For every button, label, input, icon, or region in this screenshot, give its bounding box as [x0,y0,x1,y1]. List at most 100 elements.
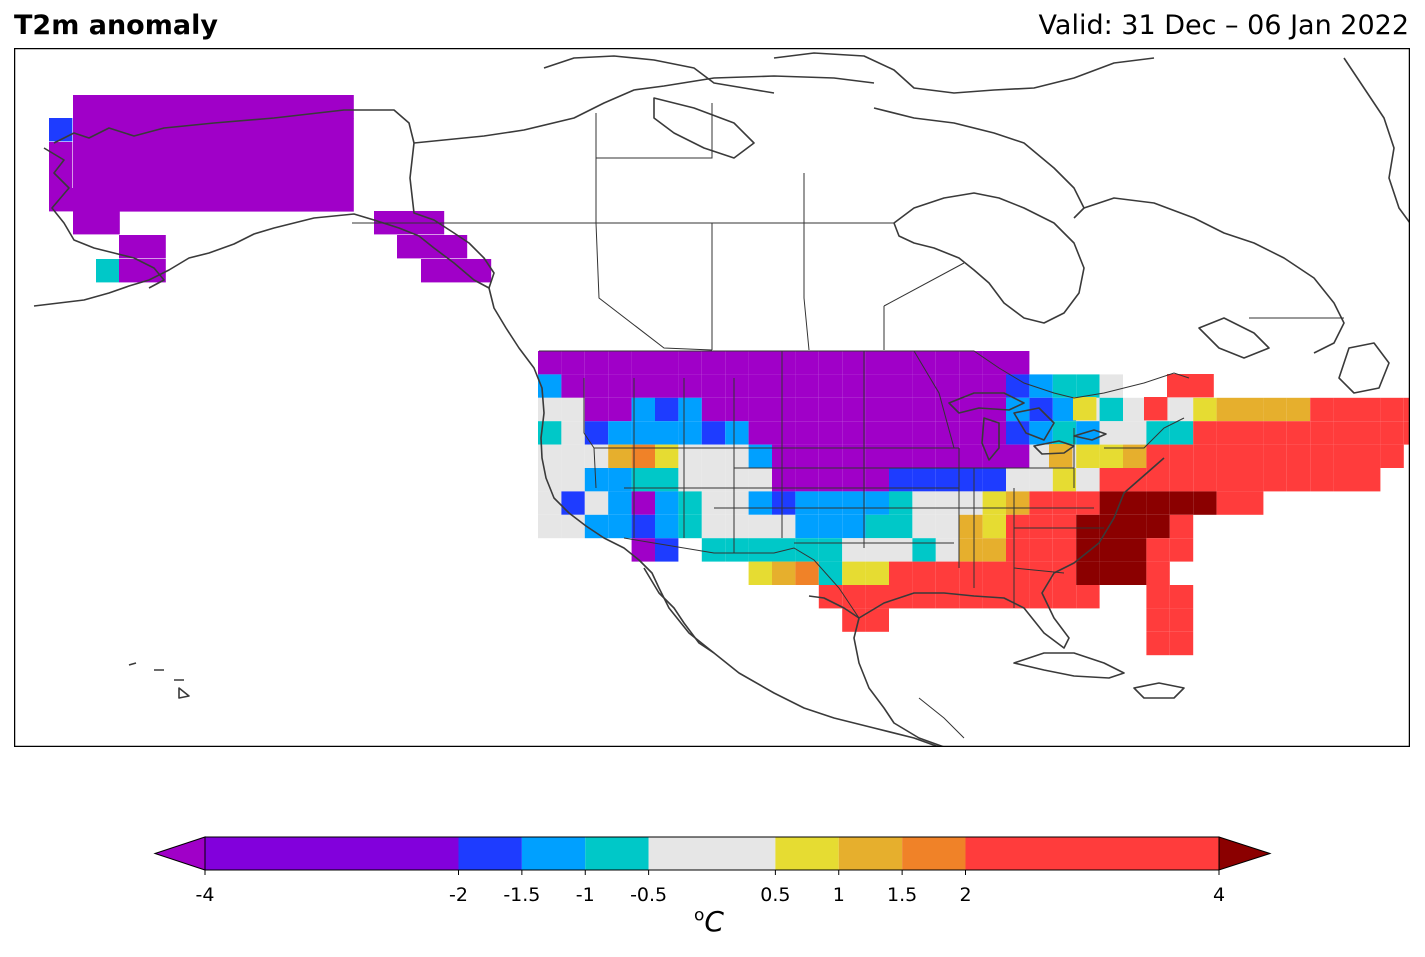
anomaly-cell [701,444,726,468]
anomaly-cell [818,351,843,375]
anomaly-cell [982,514,1006,539]
anomaly-cell [1123,444,1147,468]
anomaly-cell [889,561,913,585]
anomaly-cell [912,374,936,398]
anomaly-cell [865,561,889,585]
anomaly-cell [959,351,983,375]
anomaly-cell [1357,397,1381,422]
anomaly-cell [982,444,1006,468]
anomaly-cell [748,514,772,539]
anomaly-cell [1029,421,1053,445]
anomaly-cell [1029,538,1053,562]
anomaly-cell [889,514,913,539]
anomaly-cell [1076,585,1100,609]
anomaly-cell [842,561,866,585]
colorbar-tick-label: -1.5 [503,884,540,906]
anomaly-cell [748,491,772,515]
anomaly-cell [982,374,1006,398]
anomaly-cell [1029,374,1053,398]
anomaly-cell [119,259,166,283]
anomaly-cell [1169,585,1194,609]
anomaly-cell [795,468,819,492]
anomaly-cell [725,421,749,445]
anomaly-cell [538,397,562,422]
anomaly-cell [1333,468,1357,492]
anomaly-cell [655,468,679,492]
anomaly-cell [608,421,632,445]
anomaly-cell [1123,514,1147,539]
anomaly-cell [584,374,609,398]
anomaly-cell [1123,561,1147,585]
anomaly-cell [701,538,726,562]
anomaly-cell [1169,397,1194,422]
anomaly-cell [655,374,679,398]
anomaly-cell [959,421,983,445]
anomaly-cell [1146,468,1170,492]
anomaly-cell [912,491,936,515]
anomaly-cell [818,374,843,398]
coastlines [33,52,1410,747]
anomaly-cell [584,421,609,445]
anomaly-cell [725,491,749,515]
colorbar-tick-label: -2 [449,884,468,906]
colorbar: -4 -2 -1.5 -1 -0.5 0.5 1 1.5 2 4 [153,836,1272,906]
colorbar-tick-label: -0.5 [630,884,667,906]
anomaly-cell [1006,421,1030,445]
anomaly-cell [725,351,749,375]
anomaly-cell [1029,585,1053,609]
anomaly-cell [1263,468,1287,492]
anomaly-cell [1146,538,1170,562]
anomaly-cell [678,397,702,422]
anomaly-cell [561,491,585,515]
anomaly-cell [935,538,960,562]
anomaly-cell [655,421,679,445]
anomaly-cell [748,468,772,492]
anomaly-cell [1333,444,1357,468]
anomaly-cell [842,514,866,539]
anomaly-cell [842,421,866,445]
anomaly-cell [1076,421,1100,445]
anomaly-cell [1144,397,1168,421]
anomaly-cell [1169,468,1194,492]
anomaly-cell [1193,397,1217,422]
anomaly-cell [1052,585,1077,609]
anomaly-cell [73,118,354,212]
anomaly-cell [678,514,702,539]
anomaly-cell [865,444,889,468]
anomaly-cell [701,514,726,539]
anomaly-cell [1357,444,1381,468]
anomaly-cell [725,538,749,562]
anomaly-cell [1146,585,1170,609]
anomaly-cell [1146,491,1170,515]
anomaly-cell [538,421,562,445]
anomaly-cell [561,421,585,445]
anomaly-cell [818,421,843,445]
anomaly-cell [1146,561,1170,585]
anomaly-cell [584,444,609,468]
anomaly-cell [631,491,655,515]
anomaly-cell [982,538,1006,562]
anomaly-cell [912,351,936,375]
anomaly-cell [73,95,354,119]
anomaly-cell [1052,491,1077,515]
anomaly-map [14,48,1410,747]
anomaly-cell [584,468,609,492]
anomaly-cell [889,468,913,492]
anomaly-cell [1073,397,1097,421]
anomaly-cell [818,491,843,515]
colorbar-bin [775,837,839,870]
anomaly-cell [912,468,936,492]
anomaly-cell [865,585,889,609]
anomaly-cell [818,397,843,422]
anomaly-cell [1052,468,1077,492]
anomaly-cell [1240,444,1264,468]
anomaly-cell [959,491,983,515]
unit-text: C [704,905,724,938]
anomaly-cell [678,374,702,398]
anomaly-cell [538,351,562,375]
colorbar-ticks: -4 -2 -1.5 -1 -0.5 0.5 1 1.5 2 4 [196,870,1225,906]
colorbar-unit-label: oC [694,905,724,938]
anomaly-cell [538,444,562,468]
anomaly-cell [772,351,796,375]
anomaly-cell [1169,608,1194,632]
